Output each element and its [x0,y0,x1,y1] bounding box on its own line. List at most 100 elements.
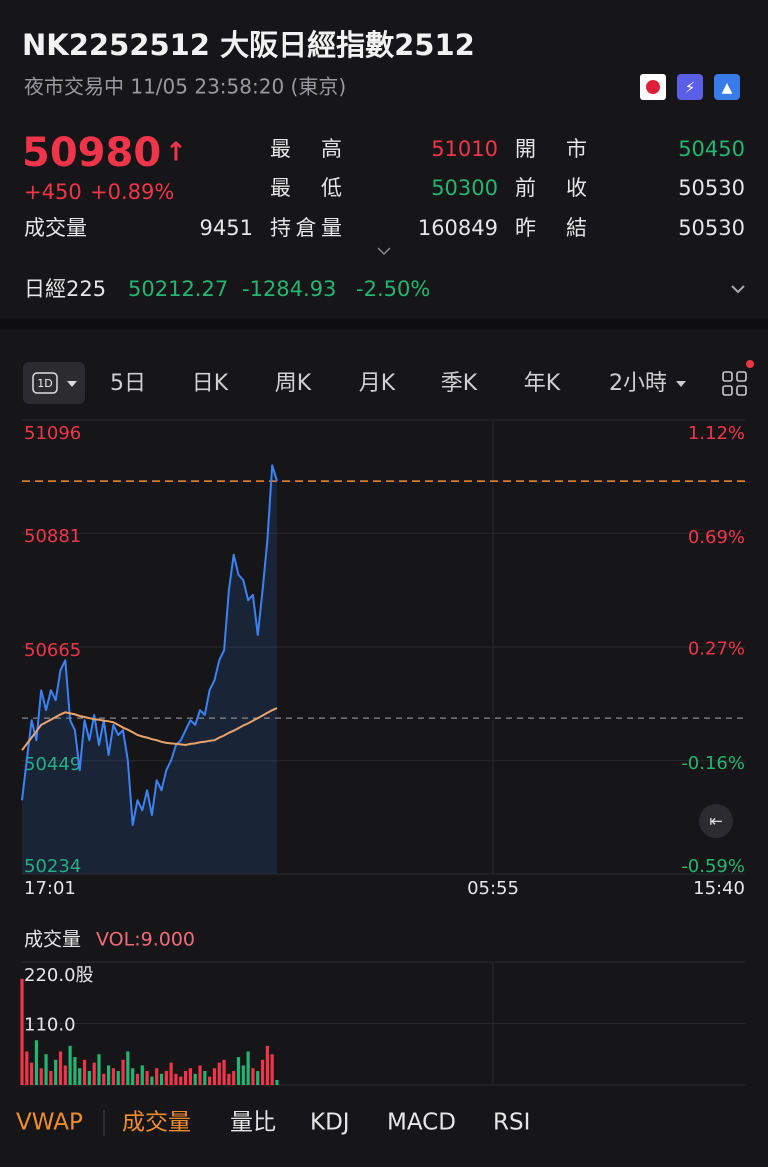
volume-bar [135,1073,140,1085]
volume-bar [256,1071,260,1085]
volume-bar [39,1068,43,1085]
y-tick-label: 50234 [24,856,81,877]
up-arrow: ↑ [165,138,187,168]
index-price: 50212.27 [128,277,228,301]
tab[interactable]: 年K [524,371,561,396]
volume-bar [232,1071,236,1085]
tab[interactable]: 1D [37,377,52,390]
volume-bar [97,1054,101,1085]
notification-dot [746,360,754,368]
volume-bar [25,1051,29,1085]
volume-bar [251,1068,255,1085]
index-chevron[interactable] [731,285,745,294]
volume-bar [169,1062,173,1085]
volume-bar [212,1068,217,1085]
y-tick-label: 220.0股 [24,965,94,986]
volume-bar [92,1062,96,1085]
stat-value: 160849 [418,216,498,240]
x-tick-label: 15:40 [693,878,745,899]
price-line [21,464,278,826]
indicator-tab[interactable]: KDJ [310,1110,350,1136]
tab[interactable]: 周K [275,371,312,396]
last-price: 50980 [22,130,161,176]
stats: 最高 51010 開市 50450 最低 50300 前收 50530 持倉量 … [270,137,745,240]
volume-bar [78,1068,82,1085]
indicator-tab[interactable]: MACD [387,1110,456,1136]
tab[interactable]: 月K [359,371,396,396]
volume-chart-subtitle: VOL:9.000 [96,929,195,951]
volume-bar [241,1065,245,1085]
volume-bar [131,1068,135,1085]
tab-caret [67,381,77,387]
y2-tick-label: -0.59% [681,856,745,877]
index-change-pct: -2.50% [356,277,430,301]
volume-chart-title: 成交量 [24,929,81,951]
tab[interactable]: 季K [441,371,478,396]
volume-bar [270,1054,274,1085]
svg-text:⚡: ⚡ [685,79,696,97]
index-change: -1284.93 [242,277,336,301]
volume-bar [164,1071,168,1085]
stat-value: 50530 [678,176,745,200]
volume-bar [208,1076,212,1085]
stat-value: 51010 [431,137,498,161]
volume-bar [68,1045,72,1085]
expand-chevron[interactable] [377,247,391,256]
svg-text:⇤: ⇤ [709,812,722,831]
separator [0,318,768,330]
volume-bar [236,1057,241,1085]
volume-bar [227,1073,231,1085]
y-tick-label: 50449 [24,754,81,775]
volume-bar [188,1068,192,1085]
change: +450 [24,180,82,204]
volume-bar [111,1068,116,1085]
volume-bar [217,1062,221,1085]
volume-bar [179,1076,183,1085]
layout-icon[interactable] [722,371,747,396]
y2-tick-label: 1.12% [688,423,745,444]
volume-bar [121,1059,125,1085]
y-tick-label: 50881 [24,526,81,547]
volume-bar [126,1051,130,1085]
volume-bar [260,1059,265,1085]
vwap-line [21,707,278,751]
y2-tick-label: 0.69% [688,527,745,548]
volume-bar [203,1071,207,1085]
volume-bar [246,1051,250,1085]
stat-label: 持倉量 [270,216,342,240]
status: 夜市交易中 11/05 23:58:20 (東京) [24,75,346,99]
volume-bar [193,1073,197,1085]
tab-caret [676,381,686,387]
back-button[interactable]: ⇤ [699,804,733,838]
y-tick-label: 51096 [24,423,81,444]
volume-bar [30,1062,34,1085]
indicator-tab[interactable]: RSI [493,1110,530,1136]
volume-bar [265,1045,269,1085]
y2-tick-label: -0.16% [681,753,745,774]
volume-label: 成交量 [24,216,87,240]
volume-bar [107,1065,111,1085]
stat-value: 50450 [678,137,745,161]
volume-bar [145,1071,149,1085]
volume-bar [58,1051,63,1085]
tab[interactable]: 日K [192,371,229,396]
volume-chart: 220.0股 110.0 [20,961,745,1086]
volume-bar [20,978,24,1085]
volume-bar [87,1071,91,1085]
volume-bar [150,1076,154,1085]
volume-bar [102,1073,106,1085]
tab[interactable]: 5日 [110,371,146,396]
volume-bar [73,1057,77,1085]
indicator-tab[interactable]: 成交量 [122,1110,191,1136]
tab[interactable]: 2小時 [609,371,667,396]
market-icons: ⚡ ▲ [640,74,740,100]
stat-value: 50300 [431,176,498,200]
stat-value: 50530 [678,216,745,240]
volume-bar [222,1059,226,1085]
volume-bar [34,1040,39,1085]
volume-bar [116,1071,120,1085]
y-tick-label: 50665 [24,640,81,661]
indicator-tab[interactable]: 量比 [230,1110,276,1136]
indicator-tab[interactable]: VWAP [16,1110,83,1136]
